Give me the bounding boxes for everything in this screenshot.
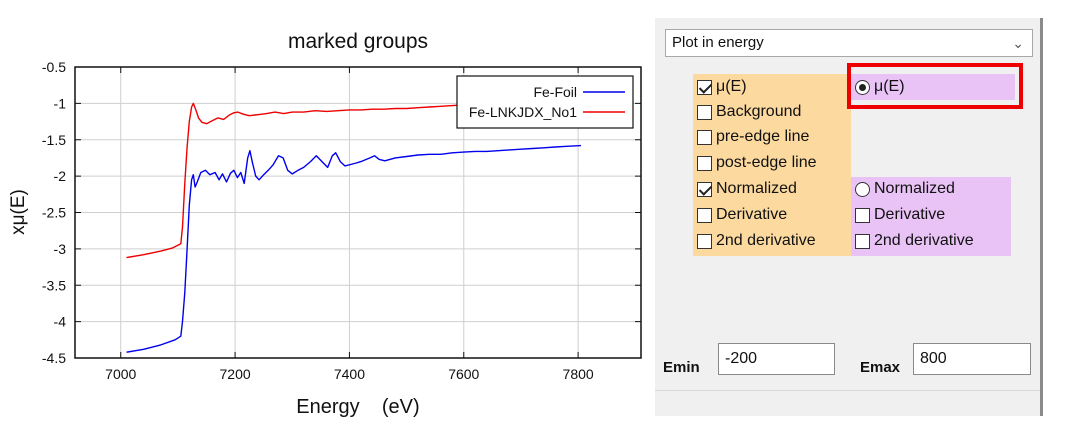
checkbox-post-edge-line-label: post-edge line [716,154,817,171]
checkbox-single-derivative[interactable]: Derivative [855,203,945,227]
checkbox-background-box[interactable] [697,104,712,120]
radio-normalized-dot[interactable] [855,181,870,197]
y-tick-label: -0.5 [42,59,66,75]
plot-options-panel: Plot in energy ⌄ μ(E) Background pre-edg… [655,18,1040,416]
legend-box [456,75,634,129]
radio-mu[interactable]: μ(E) [855,75,905,99]
checkbox-mu[interactable]: μ(E) [697,75,747,99]
y-tick-label: -4.5 [42,350,66,366]
x-tick-label: 7800 [563,366,594,382]
x-tick-label: 7400 [334,366,365,382]
single-plot-options-highlight [851,74,1015,100]
x-tick-label: 7600 [448,366,479,382]
checkbox-mu-label: μ(E) [716,78,747,95]
checkbox-2nd-derivative-label: 2nd derivative [716,232,816,249]
axis-ticks: 7000 7200 7400 7600 7800 -0.5 -1 -1.5 -2 -2.5 -3 -3… [42,59,641,382]
series-lines [126,100,582,353]
radio-mu-dot[interactable] [855,79,870,95]
single-plot-options-highlight-lower [851,177,1011,256]
checkbox-derivative-label: Derivative [716,206,788,223]
checkbox-pre-edge-line-label: pre-edge line [716,128,810,145]
emin-input[interactable]: -200 [718,343,835,375]
y-tick-label: -4 [54,314,67,330]
checkbox-pre-edge-line[interactable]: pre-edge line [697,125,809,149]
y-tick-label: -2 [54,168,67,184]
radio-normalized[interactable]: Normalized [855,177,955,201]
y-tick-label: -3 [54,241,67,257]
chart-title: marked groups [288,30,428,53]
emax-label: Emax [860,359,901,376]
y-tick-label: -1 [54,95,67,111]
series-line-fe-foil [126,144,582,353]
group-plot-options-highlight [693,74,851,256]
panel-right-border [1040,18,1043,416]
checkbox-2nd-derivative[interactable]: 2nd derivative [697,229,816,253]
checkbox-background-label: Background [716,103,802,120]
x-axis-label: Energy (eV) [296,396,419,418]
chevron-down-icon: ⌄ [1012,35,1024,51]
y-tick-label: -3.5 [42,277,66,293]
checkbox-mu-box[interactable] [697,79,712,95]
chart-legend: Fe-Foil Fe-LNKJDX_No1 [456,75,634,129]
checkbox-normalized-label: Normalized [716,180,797,197]
legend-label-fe-lnkjdx: Fe-LNKJDX_No1 [469,104,577,120]
legend-label-fe-foil: Fe-Foil [533,84,577,100]
panel-divider [655,390,1040,391]
checkbox-single-2nd-derivative-label: 2nd derivative [874,232,974,249]
checkbox-background[interactable]: Background [697,100,801,124]
checkbox-post-edge-line-box[interactable] [697,155,712,171]
chart-area: marked groups xμ(E) Energy (eV) 7000 7200… [8,30,642,418]
checkbox-pre-edge-line-box[interactable] [697,129,712,145]
y-tick-label: -1.5 [42,132,66,148]
checkbox-normalized-box[interactable] [697,181,712,197]
y-axis-label: xμ(E) [8,189,29,235]
checkbox-2nd-derivative-box[interactable] [697,233,712,249]
series-line-fe-lnkjdx [126,100,533,259]
x-tick-label: 7200 [220,366,251,382]
checkbox-derivative-box[interactable] [697,207,712,223]
x-tick-label: 7000 [105,366,136,382]
y-tick-label: -2.5 [42,205,66,221]
plot-mode-value: Plot in energy [672,34,764,51]
checkbox-single-2nd-derivative-box[interactable] [855,233,870,249]
emax-input[interactable]: 800 [913,343,1031,375]
checkbox-single-2nd-derivative[interactable]: 2nd derivative [855,229,974,253]
plot-mode-select[interactable]: Plot in energy ⌄ [665,29,1033,57]
emin-label: Emin [663,359,700,376]
checkbox-derivative[interactable]: Derivative [697,203,787,227]
checkbox-single-derivative-label: Derivative [874,206,946,223]
radio-normalized-label: Normalized [874,180,955,197]
checkbox-post-edge-line[interactable]: post-edge line [697,151,817,175]
xafs-chart: marked groups xμ(E) Energy (eV) 7000 7200… [8,30,642,418]
checkbox-normalized[interactable]: Normalized [697,177,797,201]
checkbox-single-derivative-box[interactable] [855,207,870,223]
radio-mu-label: μ(E) [874,78,905,95]
mu-radio-red-highlight [847,63,1023,109]
